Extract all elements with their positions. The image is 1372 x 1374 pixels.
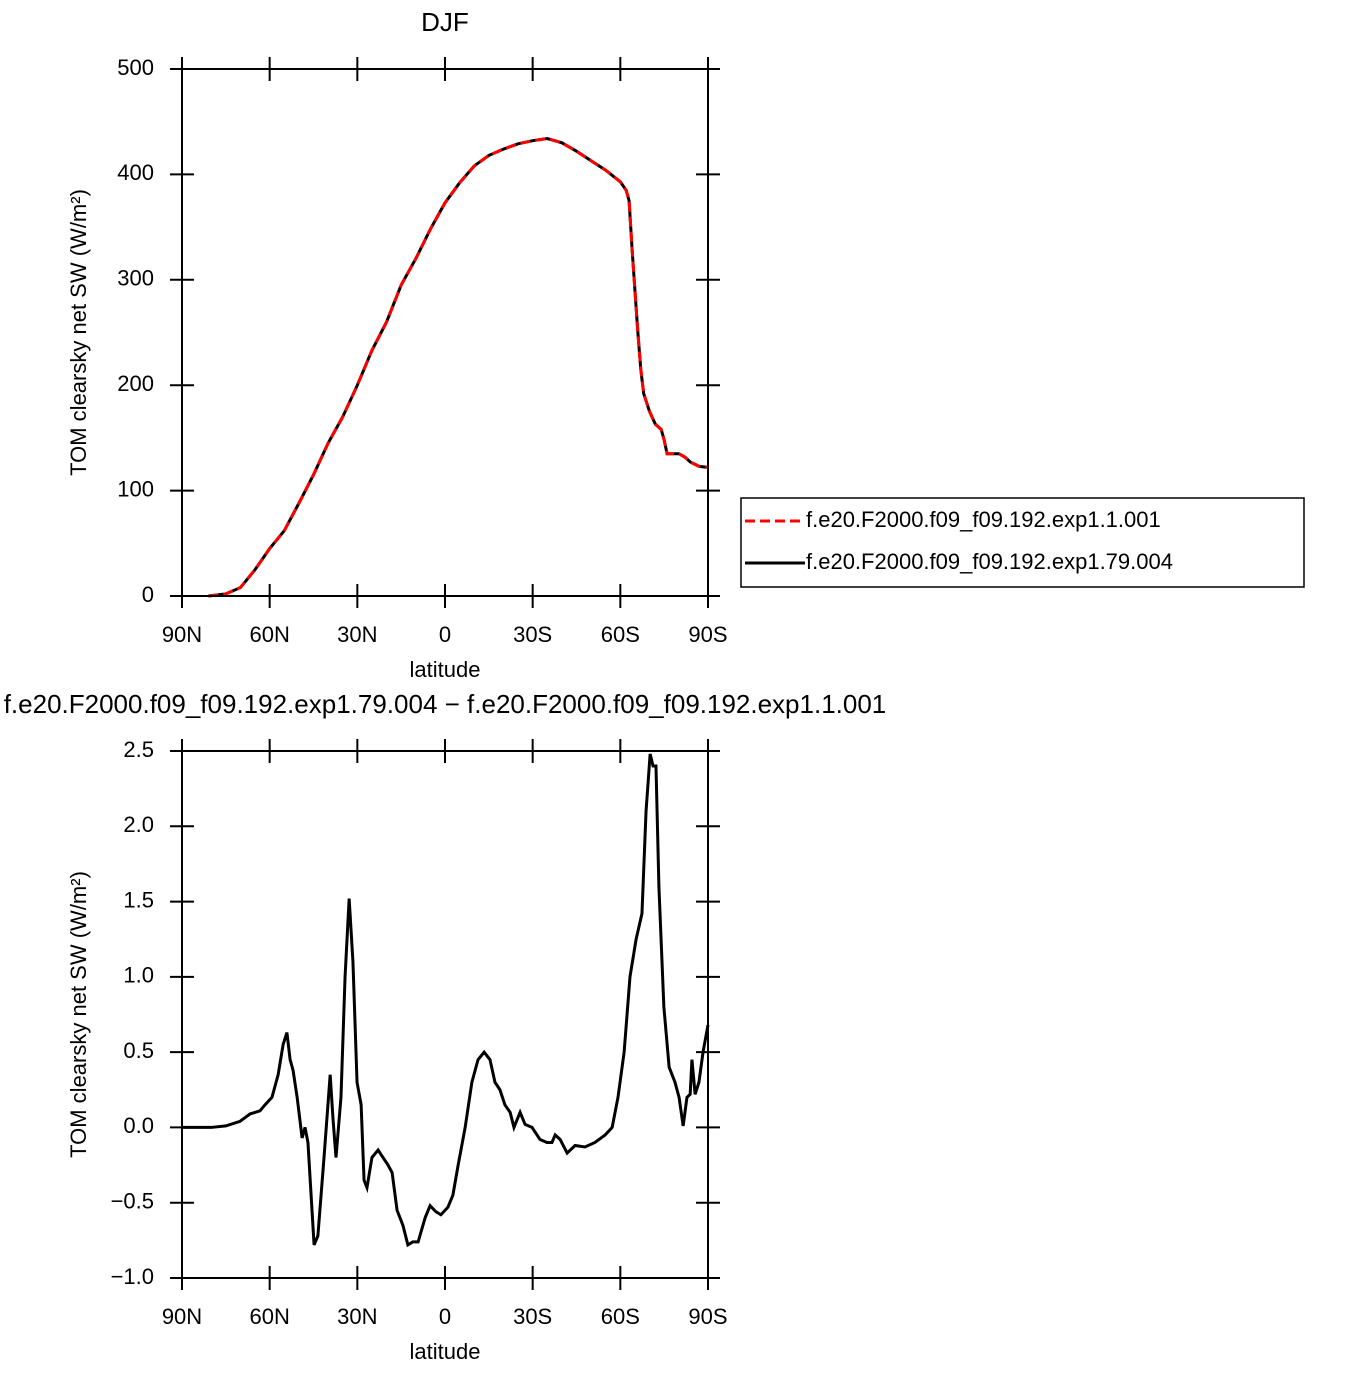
y-tick-label: −1.0: [111, 1264, 154, 1289]
x-tick-label: 60N: [249, 622, 289, 647]
legend-label: f.e20.F2000.f09_f09.192.exp1.1.001: [806, 507, 1161, 532]
x-tick-label: 90S: [688, 622, 727, 647]
y-tick-label: 2.0: [123, 812, 154, 837]
x-tick-label: 30N: [337, 622, 377, 647]
data-line: [208, 137, 709, 598]
x-axis-label: latitude: [410, 657, 481, 682]
y-tick-label: 100: [117, 476, 154, 501]
data-line: [208, 137, 709, 598]
legend-label: f.e20.F2000.f09_f09.192.exp1.79.004: [806, 549, 1173, 574]
x-tick-label: 0: [439, 622, 451, 647]
chart-title: f.e20.F2000.f09_f09.192.exp1.79.004 − f.…: [4, 689, 887, 719]
x-tick-label: 60S: [601, 622, 640, 647]
x-tick-label: 60S: [601, 1304, 640, 1329]
x-tick-label: 90N: [162, 1304, 202, 1329]
plot-frame: [181, 750, 709, 1279]
y-tick-label: 0: [142, 582, 154, 607]
plot-frame: [181, 68, 709, 597]
y-axis-label: TOM clearsky net SW (W/m²): [66, 189, 91, 476]
y-tick-label: 2.5: [123, 737, 154, 762]
y-tick-label: 1.0: [123, 963, 154, 988]
chart-title: DJF: [421, 7, 469, 37]
y-axis-label: TOM clearsky net SW (W/m²): [66, 871, 91, 1158]
legend-box: [740, 497, 1305, 588]
x-tick-label: 30S: [513, 622, 552, 647]
x-tick-label: 30S: [513, 1304, 552, 1329]
x-axis-label: latitude: [410, 1339, 481, 1364]
x-tick-label: 30N: [337, 1304, 377, 1329]
x-tick-label: 60N: [249, 1304, 289, 1329]
y-tick-label: 0.5: [123, 1038, 154, 1063]
y-tick-label: 0.0: [123, 1113, 154, 1138]
y-tick-label: 1.5: [123, 887, 154, 912]
y-tick-label: 200: [117, 371, 154, 396]
y-tick-label: −0.5: [111, 1189, 154, 1214]
x-tick-label: 90N: [162, 622, 202, 647]
y-tick-label: 400: [117, 160, 154, 185]
y-tick-label: 300: [117, 266, 154, 291]
x-tick-label: 0: [439, 1304, 451, 1329]
x-tick-label: 90S: [688, 1304, 727, 1329]
data-line: [182, 753, 710, 1248]
y-tick-label: 500: [117, 55, 154, 80]
